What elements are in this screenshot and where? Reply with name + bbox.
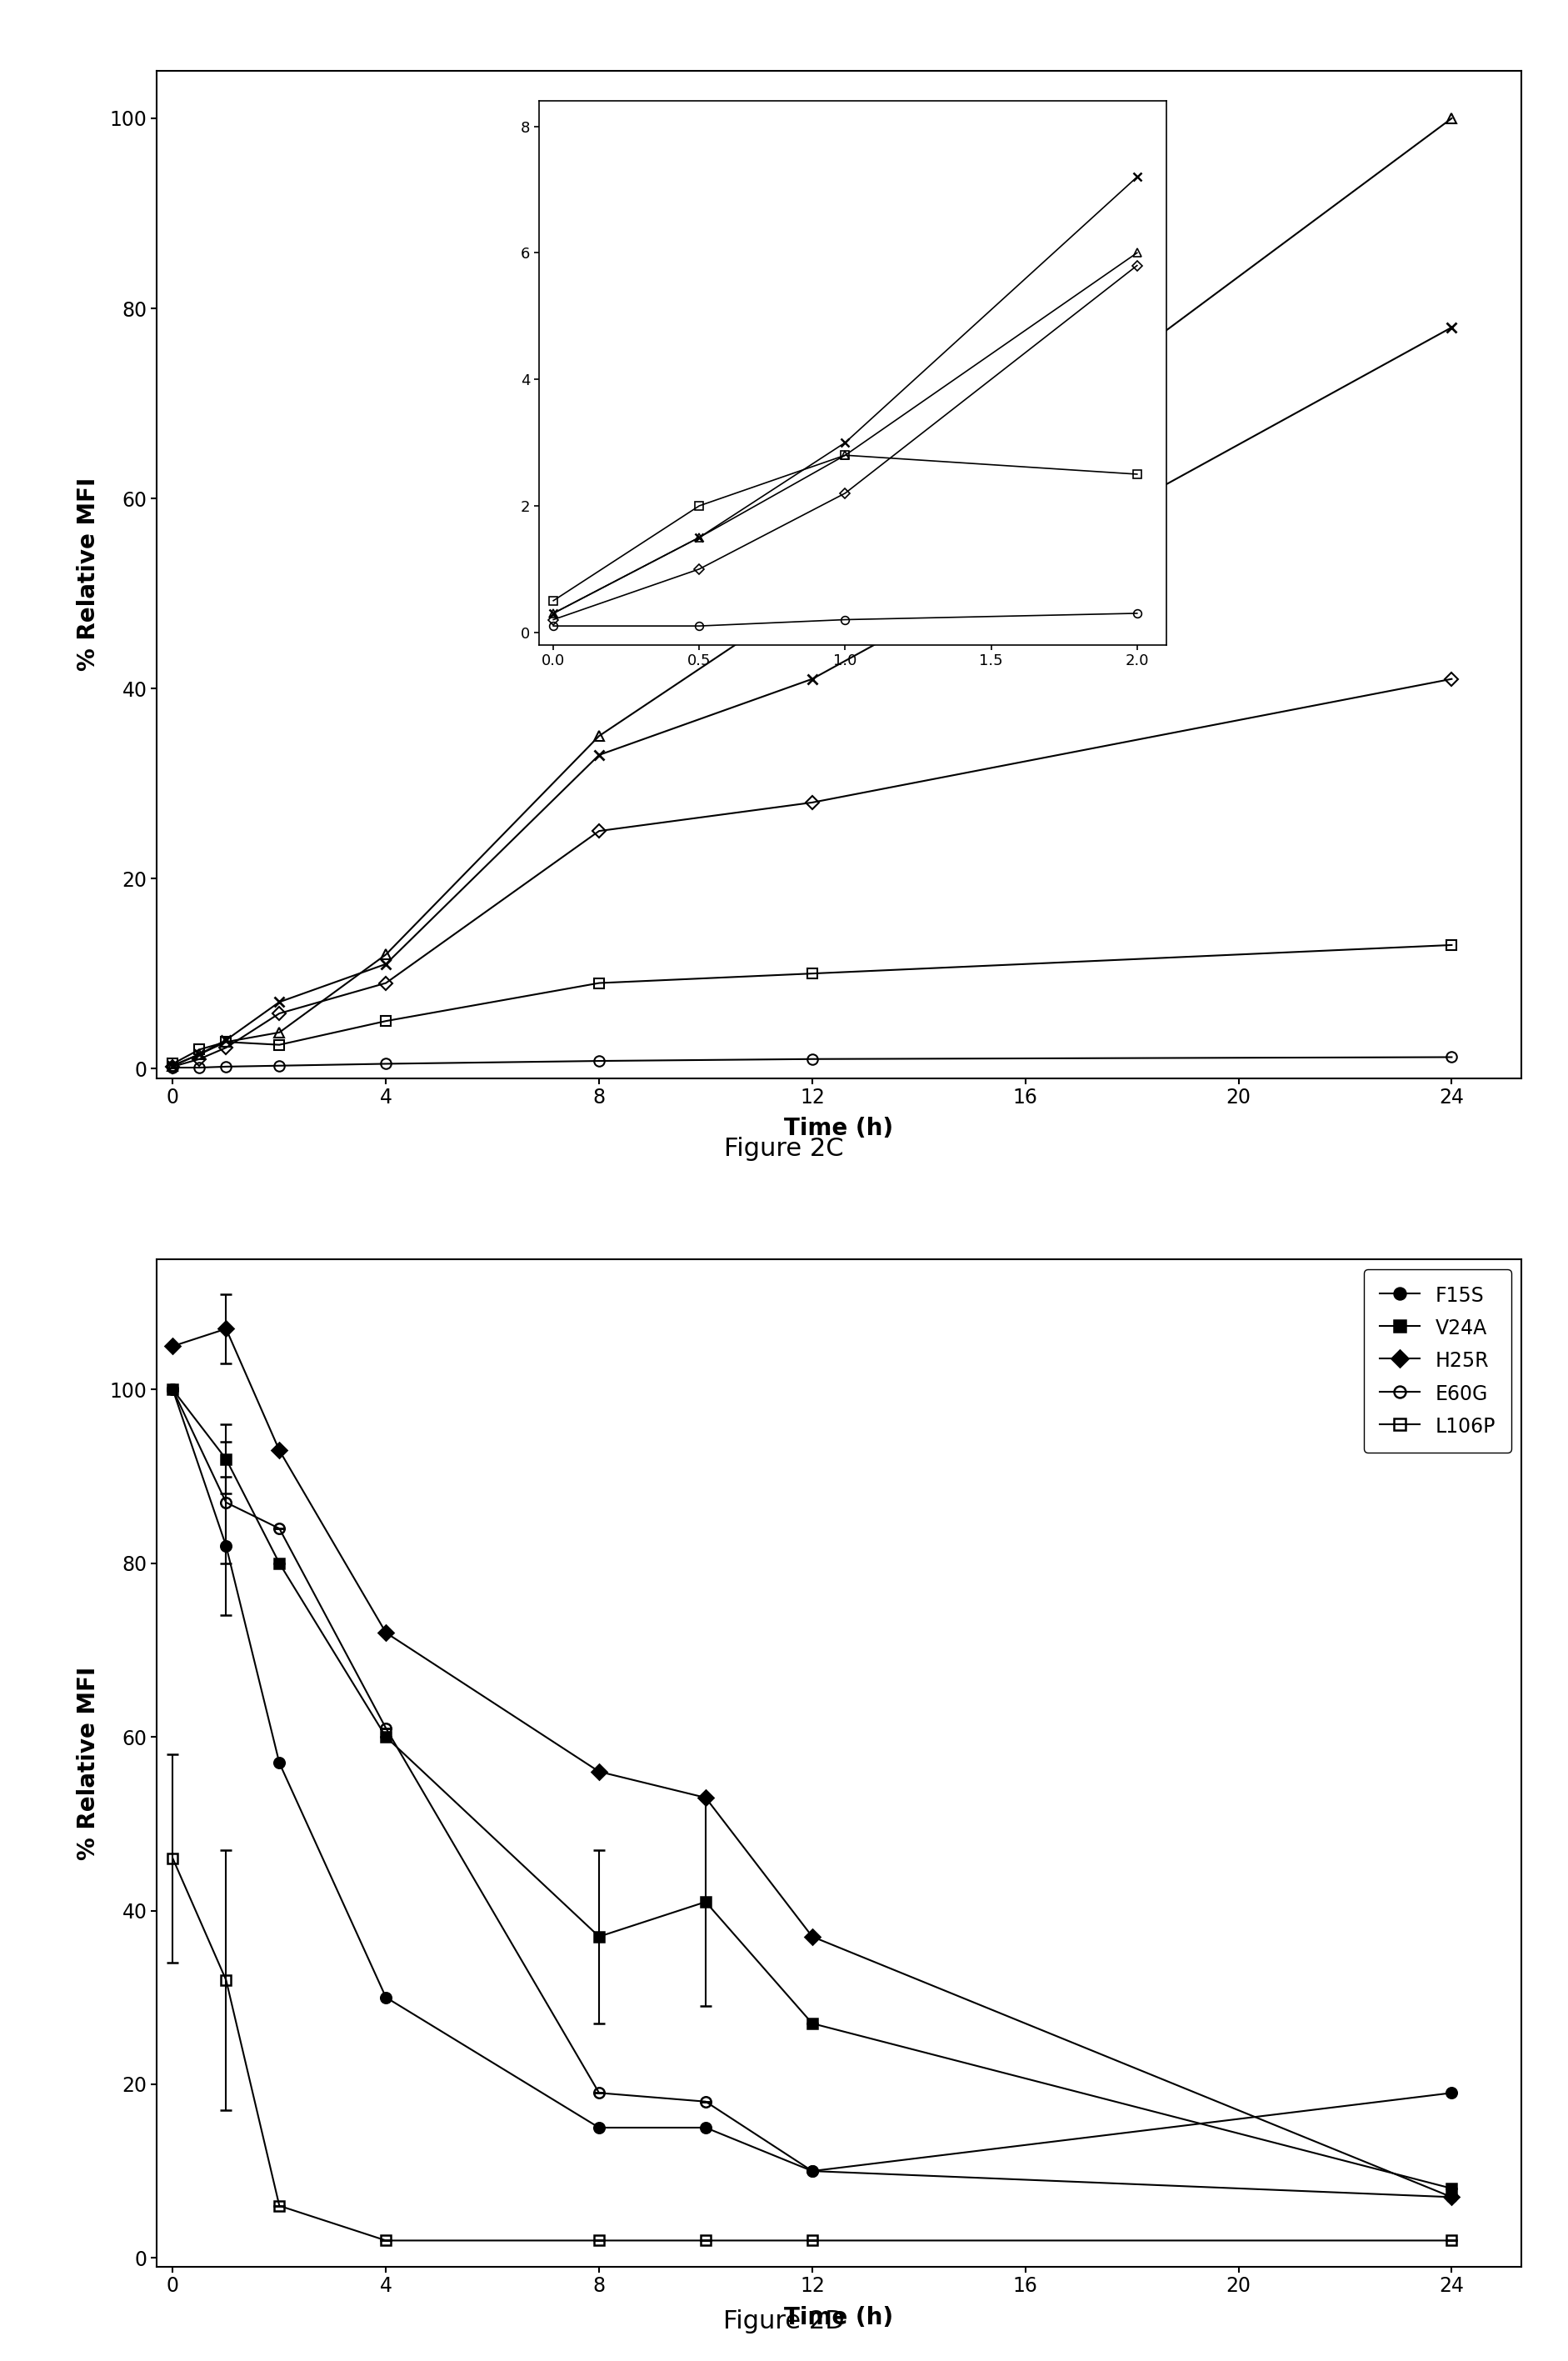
X-axis label: Time (h): Time (h) (784, 1117, 894, 1140)
Legend: F15S, V24A, H25R, E60G, L106P: F15S, V24A, H25R, E60G, L106P (1364, 1270, 1512, 1452)
Y-axis label: % Relative MFI: % Relative MFI (77, 1667, 100, 1860)
Text: Figure 2D: Figure 2D (723, 2309, 845, 2333)
Text: Figure 2C: Figure 2C (724, 1138, 844, 1162)
Y-axis label: % Relative MFI: % Relative MFI (77, 477, 100, 671)
X-axis label: Time (h): Time (h) (784, 2307, 894, 2328)
